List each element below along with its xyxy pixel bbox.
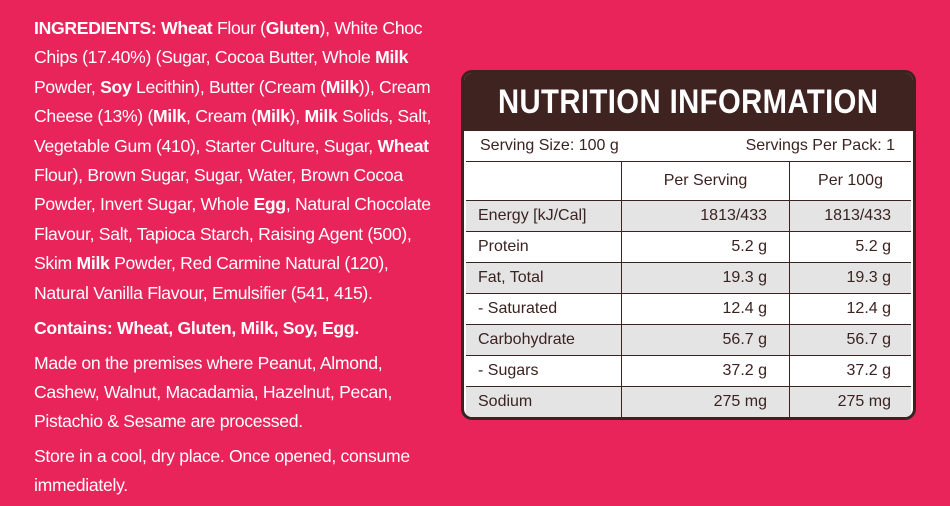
ingredient-text: )), Cream Cheese (13%) ( [34, 76, 431, 127]
allergen-highlight: Soy [100, 76, 132, 97]
ingredients-text: INGREDIENTS: Wheat Flour (Gluten), White… [34, 14, 439, 308]
nutrient-per-serving: 5.2 g [621, 232, 789, 262]
ingredient-text: Flour), Brown Sugar, Sugar, Water, Brown… [34, 165, 403, 215]
storage-instructions: Store in a cool, dry place. Once opened,… [34, 446, 410, 496]
ingredient-text: Solids, Salt, Vegetable Gum (410), Start… [34, 106, 432, 156]
ingredient-text: ), [289, 106, 305, 127]
nutrient-per-100g: 275 mg [789, 387, 911, 417]
ingredient-text: , Natural Chocolate Flavour, Salt, Tapio… [34, 194, 431, 274]
nutrient-per-100g: 56.7 g [789, 325, 911, 355]
nutrient-per-serving: 275 mg [621, 387, 789, 417]
table-header-row: Per Serving Per 100g [466, 162, 911, 201]
ingredients-panel: INGREDIENTS: Wheat Flour (Gluten), White… [34, 14, 439, 506]
allergen-highlight: INGREDIENTS: Wheat [34, 18, 213, 38]
nutrient-per-serving: 1813/433 [621, 201, 789, 231]
nutrient-name: Energy [kJ/Cal] [478, 207, 587, 224]
nutrient-name: Sodium [478, 393, 533, 410]
nutrition-panel: NUTRITION INFORMATION Serving Size: 100 … [461, 70, 916, 420]
allergen-highlight: Milk [153, 106, 187, 127]
nutrition-header: NUTRITION INFORMATION [464, 73, 913, 131]
allergen-highlight: Gluten [265, 18, 320, 38]
serving-info-row: Serving Size: 100 g Servings Per Pack: 1 [466, 131, 911, 162]
nutrient-name: Protein [478, 238, 529, 255]
ingredient-text: Flour ( [212, 18, 266, 38]
nutrient-name: Carbohydrate [478, 331, 575, 348]
nutrient-per-100g: 12.4 g [789, 294, 911, 324]
nutrient-per-serving: 19.3 g [621, 263, 789, 293]
nutrient-per-100g: 1813/433 [789, 201, 911, 231]
header-per-serving: Per Serving [621, 162, 789, 200]
allergen-highlight: Egg [253, 194, 286, 215]
premises-statement: Made on the premises where Peanut, Almon… [34, 353, 393, 432]
allergen-highlight: Milk [76, 253, 110, 274]
nutrient-per-serving: 37.2 g [621, 356, 789, 386]
servings-per-pack: Servings Per Pack: 1 [745, 137, 895, 154]
nutrient-name: Fat, Total [478, 269, 544, 286]
nutrient-row: - Saturated 12.4 g 12.4 g [466, 294, 911, 325]
nutrient-row: Protein 5.2 g 5.2 g [466, 232, 911, 263]
ingredient-text: Powder, [34, 76, 101, 97]
nutrient-row: Sodium 275 mg 275 mg [466, 387, 911, 417]
allergen-highlight: Milk [375, 47, 409, 68]
header-per-100g: Per 100g [789, 162, 911, 200]
nutrient-row: - Sugars 37.2 g 37.2 g [466, 356, 911, 387]
allergen-highlight: Milk [325, 76, 359, 97]
allergen-highlight: Milk [304, 106, 338, 127]
nutrient-name: - Saturated [478, 300, 558, 317]
nutrient-per-serving: 12.4 g [621, 294, 789, 324]
nutrient-per-100g: 19.3 g [789, 263, 911, 293]
serving-size: Serving Size: 100 g [480, 137, 619, 154]
allergen-highlight: Wheat [377, 135, 429, 156]
nutrient-per-serving: 56.7 g [621, 325, 789, 355]
ingredient-text: Powder, Red Carmine Natural (120), Natur… [34, 253, 389, 303]
nutrient-per-100g: 5.2 g [789, 232, 911, 262]
nutrient-row: Carbohydrate 56.7 g 56.7 g [466, 325, 911, 356]
nutrient-row: Energy [kJ/Cal] 1813/433 1813/433 [466, 201, 911, 232]
ingredient-text: , Cream ( [186, 106, 257, 127]
ingredient-text: ), White Choc Chips (17.40%) (Sugar, Coc… [34, 18, 423, 68]
ingredient-text: Lecithin), Butter (Cream ( [131, 76, 326, 97]
allergen-highlight: Milk [256, 106, 290, 127]
nutrition-table: Serving Size: 100 g Servings Per Pack: 1… [466, 131, 911, 417]
allergen-contains: Contains: Wheat, Gluten, Milk, Soy, Egg. [34, 318, 359, 339]
nutrient-name: - Sugars [478, 362, 539, 379]
nutrient-per-100g: 37.2 g [789, 356, 911, 386]
nutrient-row: Fat, Total 19.3 g 19.3 g [466, 263, 911, 294]
nutrition-title: NUTRITION INFORMATION [498, 82, 879, 121]
